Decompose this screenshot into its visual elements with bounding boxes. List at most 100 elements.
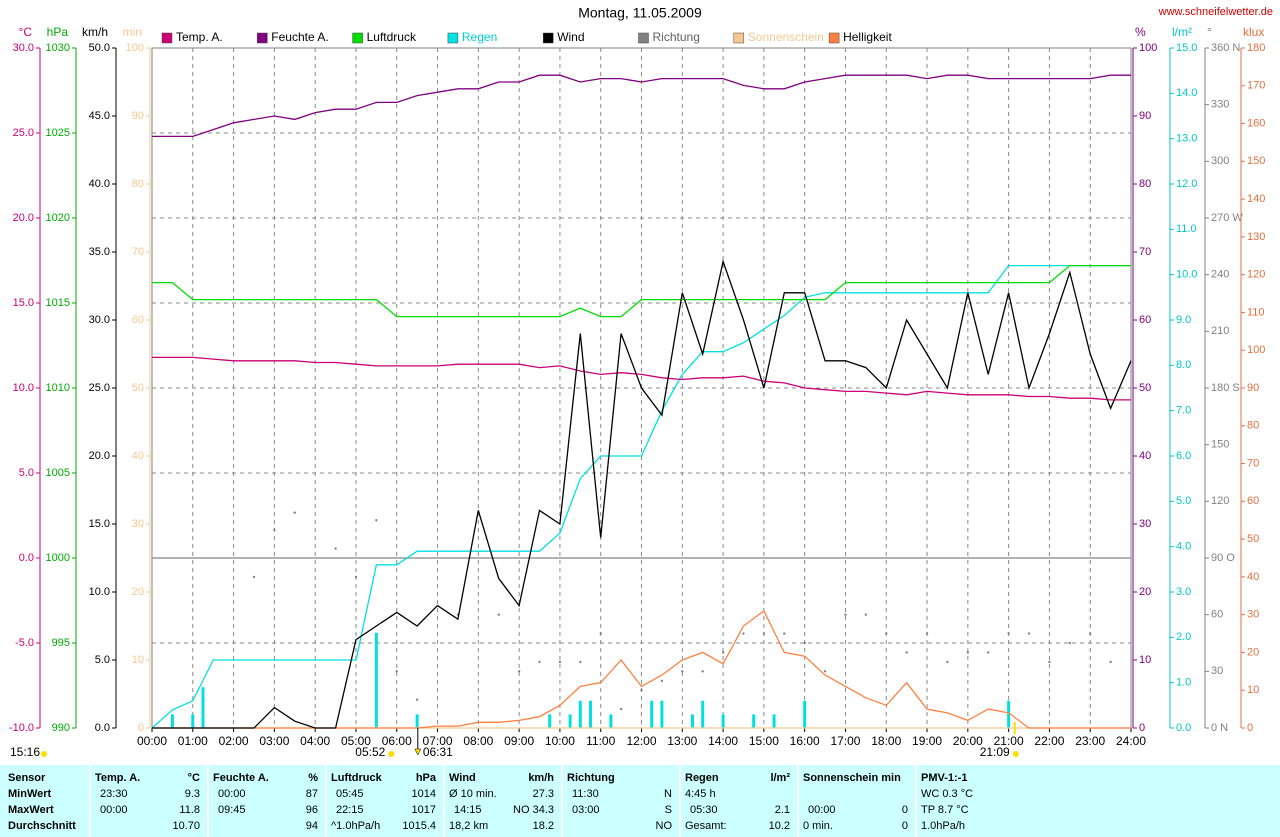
- y-tick-label: 120: [1211, 495, 1229, 507]
- y-tick-label: 110: [1247, 306, 1265, 318]
- x-tick-label: 21:00: [994, 734, 1024, 748]
- direction-dot: [1068, 641, 1072, 645]
- direction-dot: [946, 660, 949, 664]
- y-tick-label: 9.0: [1176, 314, 1191, 326]
- rain-bar: [752, 714, 756, 728]
- x-tick-label: 01:00: [178, 734, 208, 748]
- y-tick-label: 130: [1247, 231, 1265, 243]
- y-tick-label: 80: [1139, 178, 1151, 190]
- y-tick-label: 10: [132, 654, 144, 666]
- legend-swatch: [257, 32, 268, 44]
- table-cell: 1014: [412, 788, 436, 800]
- direction-dot: [354, 575, 358, 579]
- y-tick-label: 100: [1247, 344, 1265, 356]
- table-cell: 9.3: [185, 788, 200, 800]
- y-tick-label: 180 S: [1211, 382, 1240, 394]
- x-tick-label: 00:00: [137, 734, 167, 748]
- x-tick-label: 23:00: [1075, 734, 1105, 748]
- table-cell: 27.3: [533, 788, 554, 800]
- direction-dot: [1089, 632, 1092, 635]
- sun-mark-arrow: [414, 748, 422, 756]
- y-tick-label: 160: [1247, 117, 1265, 129]
- y-tick-label: 40: [1247, 571, 1259, 583]
- y-tick-label: 60: [1139, 314, 1151, 326]
- direction-dot: [885, 632, 888, 635]
- y-tick-label: 60: [1247, 495, 1259, 507]
- row-label: Durchschnitt: [8, 820, 76, 832]
- y-tick-label: 270 W: [1211, 212, 1243, 224]
- legend-swatch: [828, 32, 840, 44]
- y-tick-label: 12.0: [1176, 178, 1197, 190]
- table-cell: 87: [306, 788, 318, 800]
- x-tick-label: 22:00: [1034, 734, 1064, 748]
- y-tick-label: 990: [52, 722, 70, 734]
- axis-unit: km/h: [82, 25, 108, 39]
- direction-dot: [517, 670, 521, 673]
- y-tick-label: 40: [1139, 450, 1151, 462]
- table-cell: TP 8.7 °C: [921, 804, 969, 816]
- y-tick-label: 140: [1247, 193, 1265, 205]
- row-label: Sensor: [8, 772, 46, 784]
- table-cell: 4:45 h: [685, 788, 716, 800]
- y-tick-label: 1025: [46, 127, 70, 139]
- y-tick-label: 100: [126, 42, 144, 54]
- legend-label: Helligkeit: [843, 30, 892, 44]
- x-tick-label: 24:00: [1116, 734, 1146, 748]
- x-tick-label: 05:00: [341, 734, 371, 748]
- y-tick-label: 0 N: [1211, 722, 1228, 734]
- y-tick-label: 100: [1139, 42, 1157, 54]
- table-cell: 23:30: [100, 788, 128, 800]
- series-line: [152, 259, 1132, 729]
- y-tick-label: 0: [138, 722, 144, 734]
- rain-bar: [609, 714, 613, 728]
- y-tick-label: 70: [1247, 457, 1259, 469]
- y-tick-label: 25.0: [89, 382, 110, 394]
- rain-bar: [1007, 700, 1011, 728]
- y-tick-label: 60: [1211, 609, 1223, 621]
- y-tick-label: 40.0: [89, 178, 110, 190]
- table-cell: Ø 10 min.: [449, 788, 497, 800]
- y-tick-label: 30: [1211, 665, 1223, 677]
- table-cell: 11.8: [179, 804, 200, 816]
- legend-swatch: [161, 32, 173, 44]
- table-cell: 0: [902, 820, 908, 832]
- direction-dot: [497, 613, 500, 616]
- y-tick-label: 90: [1139, 110, 1151, 122]
- y-tick-label: 240: [1211, 269, 1229, 281]
- y-tick-label: 10: [1247, 684, 1259, 696]
- direction-dot: [538, 660, 541, 664]
- rain-bar: [701, 700, 705, 728]
- y-tick-label: 35.0: [89, 246, 110, 258]
- table-cell: 11:30: [572, 788, 599, 800]
- rain-bar: [170, 714, 174, 728]
- x-tick-label: 13:00: [667, 734, 697, 748]
- y-tick-label: 30.0: [89, 314, 110, 326]
- axis-unit: %: [1135, 25, 1146, 39]
- y-tick-label: 4.0: [1176, 541, 1191, 553]
- legend-label: Sonnenschein: [748, 30, 824, 44]
- group-unit: km/h: [528, 772, 554, 784]
- y-tick-label: 0.0: [1176, 722, 1191, 734]
- y-tick-label: 10.0: [13, 382, 34, 394]
- y-tick-label: 90: [1247, 382, 1259, 394]
- direction-dot: [640, 689, 643, 692]
- y-tick-label: 1.0: [1176, 677, 1191, 689]
- y-tick-label: 360 N: [1211, 42, 1240, 54]
- y-tick-label: 5.0: [95, 654, 110, 666]
- axis-unit: l/m²: [1172, 25, 1192, 39]
- group-title: PMV-1:-1: [921, 772, 967, 784]
- direction-dot: [579, 660, 582, 664]
- y-tick-label: 3.0: [1176, 586, 1191, 598]
- table-cell: 05:45: [336, 788, 364, 800]
- group-title: Temp. A.: [95, 772, 140, 784]
- y-tick-label: 60: [132, 314, 144, 326]
- y-tick-label: 30.0: [13, 42, 34, 54]
- rain-bar: [721, 714, 725, 728]
- y-tick-label: 5.0: [19, 467, 34, 479]
- direction-dot: [334, 547, 337, 550]
- y-tick-label: 11.0: [1176, 223, 1197, 235]
- series-line: [152, 264, 1131, 318]
- direction-dot: [660, 679, 664, 682]
- y-tick-label: 8.0: [1176, 359, 1191, 371]
- x-tick-label: 08:00: [463, 734, 493, 748]
